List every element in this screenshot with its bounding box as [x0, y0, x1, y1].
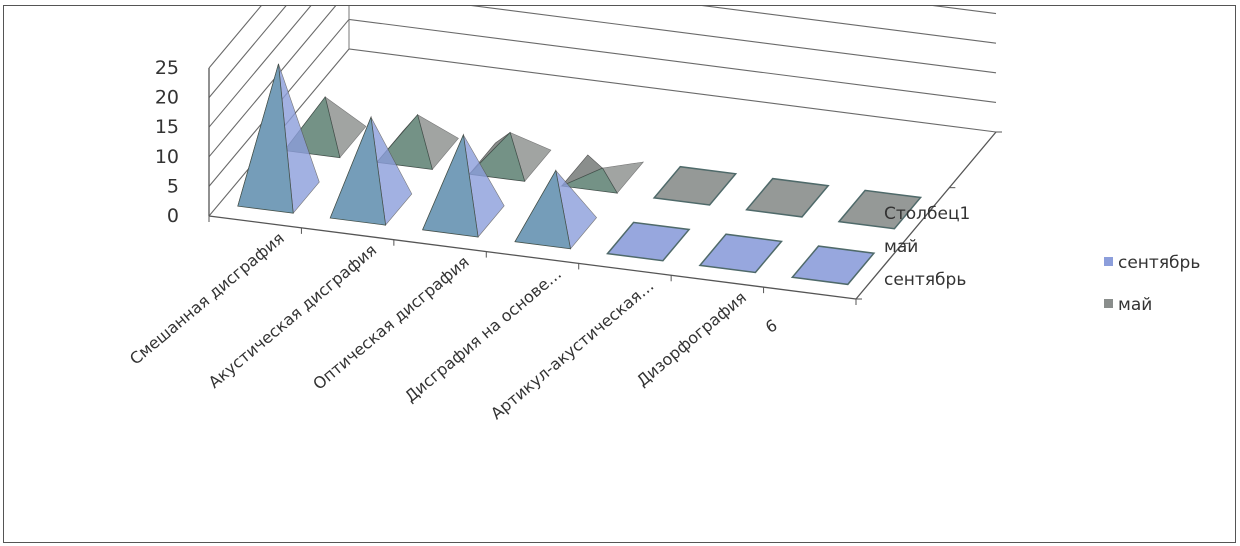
series-axis-label: Столбец1 — [884, 204, 970, 224]
legend-swatch — [1104, 257, 1113, 266]
gridline — [208, 6, 262, 69]
depth-axis-line — [855, 131, 997, 300]
legend-label: май — [1118, 295, 1152, 315]
data-mark-сентябрь — [790, 245, 876, 286]
data-mark-сентябрь — [514, 169, 571, 250]
data-mark-сентябрь — [329, 115, 387, 226]
y-tick-label: 20 — [155, 87, 179, 109]
data-mark-сентябрь — [698, 233, 783, 274]
pyramid-front-shade — [237, 63, 294, 214]
chart-frame: 25 20 15 10 5 0 Смешанная дисграфия Акустическа… — [3, 5, 1236, 543]
y-tick-label: 5 — [167, 175, 179, 197]
series-axis-label: май — [884, 237, 918, 257]
x-tick-label: Акустическая дисграфия — [205, 240, 381, 392]
data-mark-сентябрь — [606, 221, 691, 262]
data-mark-май — [745, 177, 830, 218]
data-mark-май — [837, 189, 923, 230]
data-mark-сентябрь — [237, 63, 294, 214]
data-mark-сентябрь — [422, 133, 479, 238]
pyramid-front-shade — [330, 117, 386, 226]
y-tick-label: 10 — [155, 146, 179, 168]
data-mark-май — [652, 165, 738, 206]
legend-label: сентябрь — [1118, 253, 1200, 273]
x-tick-label: Дизорфография — [633, 288, 750, 391]
x-axis-line — [208, 215, 857, 300]
gridline — [208, 6, 997, 128]
legend-swatch — [1104, 299, 1113, 308]
pyramid-front-shade — [422, 134, 479, 237]
data-mark-май — [560, 167, 618, 194]
gridline — [208, 6, 997, 158]
y-tick-label: 15 — [155, 116, 179, 138]
pyramid-front-shade — [561, 168, 618, 194]
y-tick-label: 0 — [167, 205, 179, 227]
pyramid-front-shade — [515, 170, 571, 249]
x-tick-label: 6 — [762, 315, 780, 337]
gridline — [208, 6, 997, 98]
series-axis-label: сентябрь — [884, 270, 966, 290]
y-tick-label: 25 — [155, 57, 179, 79]
